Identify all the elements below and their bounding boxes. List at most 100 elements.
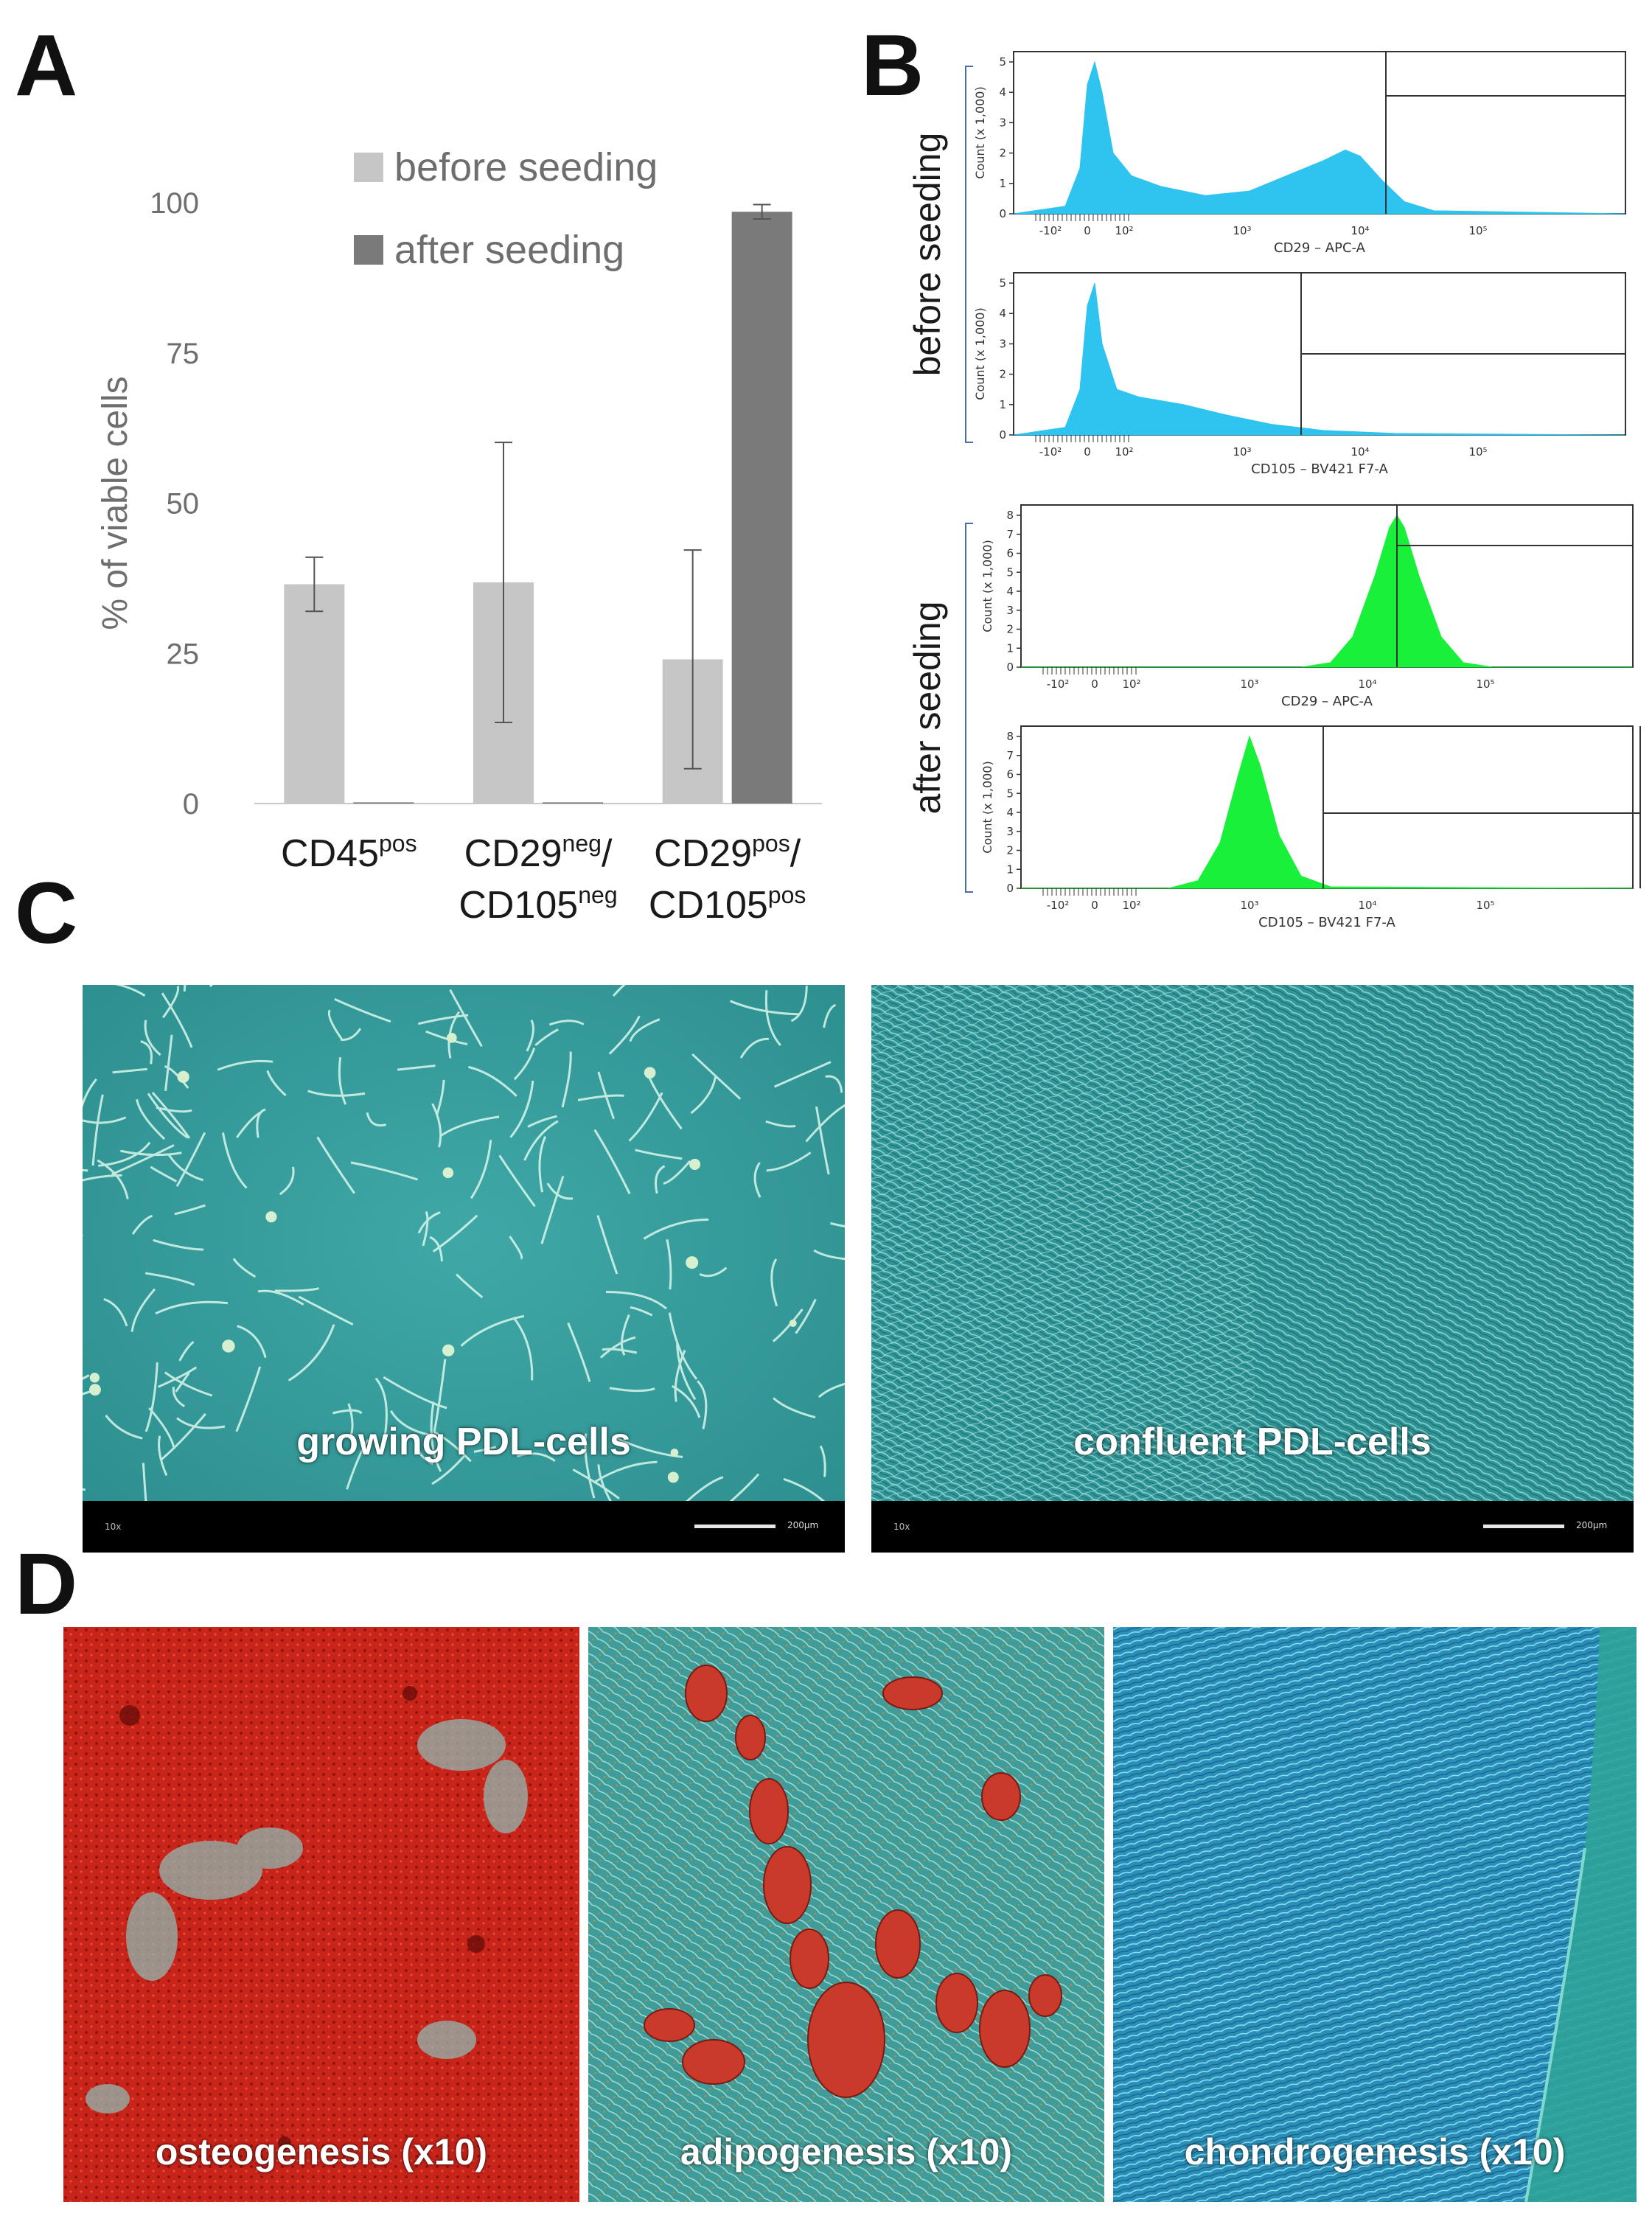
y-tick-label: 6 <box>1006 547 1014 560</box>
cell-process <box>825 1075 843 1093</box>
cell-process <box>144 1020 161 1056</box>
group-bracket <box>965 523 973 893</box>
flow-histogram: 0 1 2 3 4 5 Count (x 1,000) -10² 0 10² 10³ 10⁴ 10⁵ CD… <box>973 272 1626 477</box>
y-tick-label: 3 <box>999 116 1006 129</box>
x-tick-label: 10³ <box>1240 677 1258 691</box>
x-tick-label: 0 <box>1091 899 1098 912</box>
cell-process <box>561 1051 572 1108</box>
cell-process <box>327 1009 343 1040</box>
cell-process <box>316 1136 355 1194</box>
x-tick-label: -10² <box>1047 899 1070 912</box>
y-tick-label: 0 <box>1006 661 1014 674</box>
cell-process <box>332 1409 363 1415</box>
x-axis-label: CD105 – BV421 F7-A <box>1258 915 1395 930</box>
panel-letter-b: B <box>861 17 924 114</box>
cell-process <box>422 1210 429 1247</box>
cell-process <box>150 1166 178 1182</box>
scale-bar <box>1483 1525 1564 1528</box>
legend-label: after seeding <box>394 228 624 272</box>
cell-process <box>366 1112 386 1127</box>
micrograph-caption: osteogenesis (x10) <box>155 2131 488 2173</box>
cell-process <box>498 1154 536 1208</box>
cell-process <box>161 986 180 1019</box>
y-tick-label: 5 <box>999 55 1006 69</box>
cell-process <box>347 1403 354 1440</box>
cell-process <box>431 1454 466 1485</box>
micrograph-osteogenesis: osteogenesis (x10) <box>63 1627 579 2202</box>
histogram-curve <box>1021 515 1633 668</box>
cell-process <box>346 1439 369 1490</box>
cell-process <box>772 1309 804 1342</box>
x-tick-label: 0 <box>1091 677 1098 691</box>
micrograph-growing: growing PDL-cells 10x 200µm <box>83 985 845 1553</box>
x-tick-label: -10² <box>1039 445 1062 459</box>
y-tick-label: 5 <box>1006 787 1014 800</box>
y-tick-label: 100 <box>150 187 199 220</box>
cell-process <box>608 1015 641 1055</box>
y-tick-label: 5 <box>999 276 1006 290</box>
cell-process <box>534 1028 559 1047</box>
cell-process <box>676 1342 697 1401</box>
flow-histogram: 0 1 2 3 4 5 Count (x 1,000) -10² 0 10² 10³ 10⁴ 10⁵ CD… <box>973 51 1626 256</box>
cell-process <box>691 1053 742 1100</box>
cell-process <box>383 1376 447 1410</box>
micrograph-caption: adipogenesis (x10) <box>680 2131 1013 2173</box>
cell-process <box>350 1161 418 1181</box>
cell-process <box>236 1111 262 1138</box>
cell-process <box>430 1401 442 1472</box>
cell-process <box>596 1215 618 1275</box>
round-cell <box>442 1167 454 1179</box>
bar <box>284 584 345 804</box>
cell-process <box>818 1382 845 1398</box>
cell-process <box>513 1317 534 1381</box>
legend-swatch <box>354 153 383 182</box>
x-tick-label: 10⁵ <box>1476 899 1494 912</box>
x-tick-label: 10⁵ <box>1476 677 1494 691</box>
micrograph-caption: growing PDL-cells <box>296 1421 631 1463</box>
cell-process <box>144 1362 158 1432</box>
cell-process <box>813 1249 845 1261</box>
cell-process <box>103 1297 128 1327</box>
x-axis-label: CD29 – APC-A <box>1281 694 1373 709</box>
round-cell <box>89 1384 101 1396</box>
cell-process <box>770 1258 778 1307</box>
cell-process <box>456 1273 484 1298</box>
y-tick-label: 0 <box>183 788 199 820</box>
cell-process <box>690 1076 717 1115</box>
round-cell <box>442 1344 455 1356</box>
cell-process <box>175 1132 206 1187</box>
y-tick-label: 7 <box>1006 749 1014 762</box>
cell-process <box>449 989 483 1048</box>
round-cell <box>222 1339 235 1353</box>
cell-process <box>155 1300 229 1315</box>
cell-process <box>298 1295 354 1326</box>
cell-process <box>823 1003 837 1028</box>
cell-process <box>683 1476 724 1505</box>
cell-process <box>609 1387 655 1393</box>
flow-histogram: 0 1 2 3 4 5 6 7 8 Count (x 1,000) -10² 0 10² 10³ 10⁴ 10… <box>980 504 1634 709</box>
cell-process <box>527 1115 557 1128</box>
cell-process <box>602 1348 638 1354</box>
y-tick-label: 0 <box>999 207 1006 220</box>
cell-process <box>729 1000 800 1016</box>
cell-process <box>153 1238 204 1251</box>
cell-process <box>338 1056 347 1105</box>
cell-process <box>605 1290 667 1310</box>
y-tick-label: 7 <box>1006 528 1014 541</box>
cell-process <box>790 986 808 1022</box>
cell-process <box>83 1168 88 1172</box>
bar <box>731 212 792 804</box>
x-tick-label: 10⁵ <box>1468 224 1487 237</box>
x-tick-label: 10⁴ <box>1350 224 1369 237</box>
cell-process <box>174 1204 206 1216</box>
panel-letter-a: A <box>15 17 78 114</box>
cell-process <box>612 985 627 997</box>
flow-histogram: 0 1 2 3 4 5 6 7 8 Count (x 1,000) -10² 0 10² 10³ 10⁴ 10… <box>980 725 1641 930</box>
cell-process <box>517 1452 556 1463</box>
micrograph-adipogenesis: adipogenesis (x10) <box>588 1627 1104 2202</box>
cell-process <box>629 1018 661 1042</box>
x-tick-label: 10⁴ <box>1358 899 1376 912</box>
cell-process <box>509 1236 523 1260</box>
y-tick-label: 1 <box>1006 863 1014 876</box>
x-tick-label: 10³ <box>1233 224 1251 237</box>
